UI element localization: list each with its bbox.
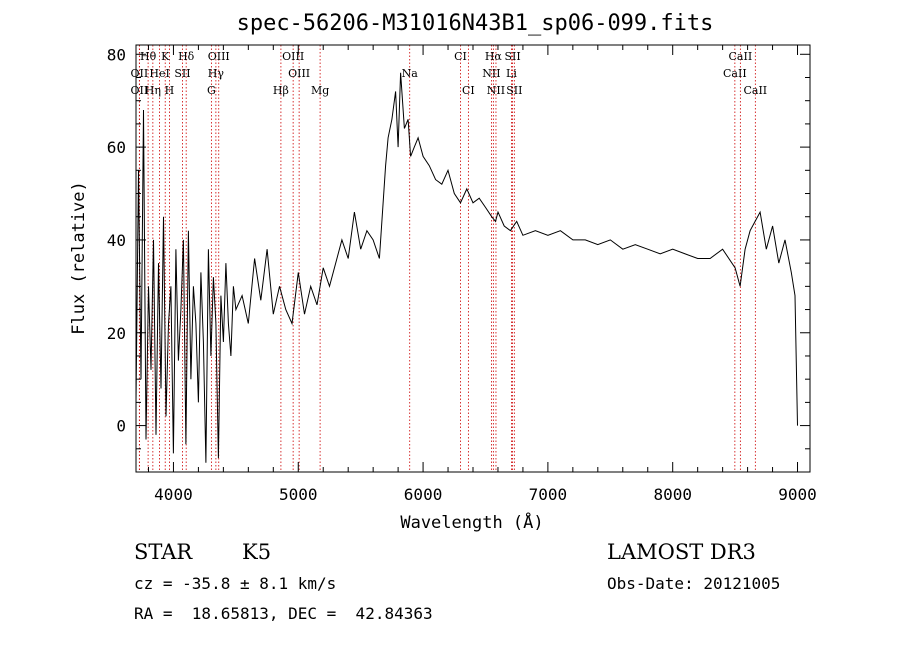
x-tick-label: 5000 bbox=[279, 485, 318, 504]
spectral-line-label: G bbox=[207, 84, 216, 97]
spectral-line-label: Na bbox=[402, 67, 419, 80]
spectral-line-label: SII bbox=[506, 84, 522, 97]
object-class: STAR bbox=[134, 540, 193, 564]
object-subclass: K5 bbox=[242, 540, 272, 564]
spectral-line-label: OIII bbox=[282, 50, 304, 63]
spectral-line-label: Hη bbox=[145, 84, 161, 97]
spectral-line-label: CI bbox=[462, 84, 475, 97]
observation-date: Obs-Date: 20121005 bbox=[607, 574, 781, 593]
x-tick-label: 8000 bbox=[653, 485, 692, 504]
x-axis-label: Wavelength (Å) bbox=[400, 511, 543, 533]
chart-title: spec-56206-M31016N43B1_sp06-099.fits bbox=[237, 11, 714, 36]
x-tick-label: 4000 bbox=[154, 485, 193, 504]
x-tick-label: 7000 bbox=[529, 485, 568, 504]
y-tick-label: 60 bbox=[107, 138, 126, 157]
spectral-line-label: CaII bbox=[723, 67, 747, 80]
spectral-line-label: Hα bbox=[485, 50, 503, 63]
spectral-line-label: SII bbox=[174, 67, 190, 80]
spectral-line-label: Hθ bbox=[140, 50, 157, 63]
y-tick-label: 0 bbox=[116, 417, 126, 436]
y-tick-label: 20 bbox=[107, 324, 126, 343]
spectral-line-markers bbox=[138, 45, 756, 472]
y-axis-label: Flux (relative) bbox=[69, 181, 89, 335]
spectral-line-label: CI bbox=[454, 50, 467, 63]
spectral-line-label: K bbox=[161, 50, 170, 63]
spectral-line-label: H bbox=[165, 84, 175, 97]
spectral-line-label: HeI bbox=[149, 67, 169, 80]
spectral-line-label: OIII bbox=[208, 50, 230, 63]
sky-coordinates: RA = 18.65813, DEC = 42.84363 bbox=[134, 604, 433, 623]
spectral-line-label: OIII bbox=[288, 67, 310, 80]
spectral-line-label: CaII bbox=[729, 50, 753, 63]
x-tick-label: 6000 bbox=[404, 485, 443, 504]
spectral-line-label: Hγ bbox=[208, 67, 225, 80]
spectral-line-label: CaII bbox=[743, 84, 767, 97]
spectral-line-label: NII bbox=[487, 84, 505, 97]
y-axis-ticks: 0 20 40 60 80 bbox=[107, 45, 810, 473]
spectral-line-label: Mg bbox=[311, 84, 329, 97]
spectrum-series-line bbox=[135, 72, 798, 463]
x-axis-ticks: 4000 5000 6000 7000 8000 9000 bbox=[147, 45, 817, 504]
spectral-line-label: Li bbox=[506, 67, 517, 80]
spectral-line-label: Hβ bbox=[273, 84, 289, 97]
survey-name: LAMOST DR3 bbox=[607, 540, 756, 564]
y-tick-label: 40 bbox=[107, 231, 126, 250]
x-tick-label: 9000 bbox=[778, 485, 817, 504]
spectral-line-label: NII bbox=[482, 67, 500, 80]
y-tick-label: 80 bbox=[107, 45, 126, 64]
spectral-line-label: SII bbox=[504, 50, 520, 63]
spectral-line-label: OII bbox=[131, 67, 149, 80]
spectral-line-label: OII bbox=[131, 84, 149, 97]
spectral-line-label: Hδ bbox=[178, 50, 195, 63]
redshift-velocity: cz = -35.8 ± 8.1 km/s bbox=[134, 574, 337, 593]
